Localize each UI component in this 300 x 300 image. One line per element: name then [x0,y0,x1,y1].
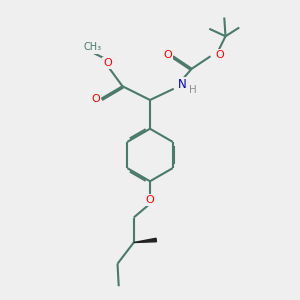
Text: N: N [178,79,186,92]
Text: O: O [92,94,100,104]
Text: O: O [103,58,112,68]
Text: O: O [163,50,172,60]
Text: O: O [215,50,224,60]
Text: H: H [189,85,197,95]
Text: O: O [146,195,154,205]
Text: CH₃: CH₃ [83,43,102,52]
Polygon shape [134,238,156,242]
